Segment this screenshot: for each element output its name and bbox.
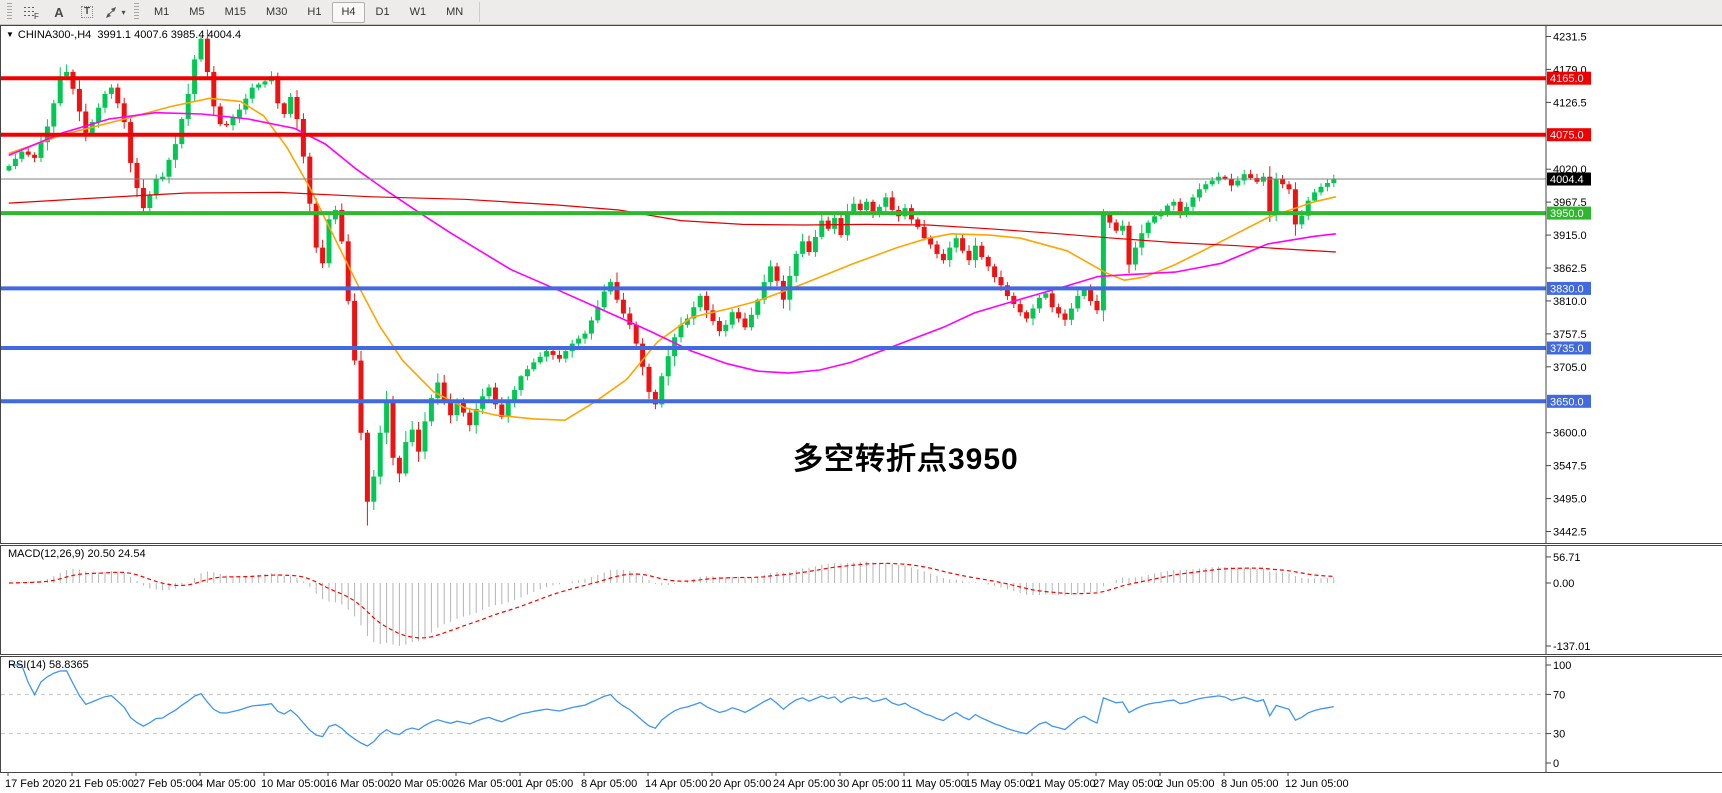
top-toolbar: F A T ▾ M1 M5 M15 M30 H1 H4 D1 W1 MN [0, 0, 1722, 25]
svg-text:3915.0: 3915.0 [1553, 230, 1587, 242]
candlestick-chart[interactable]: 4231.54179.04126.54020.03967.53915.03862… [1, 26, 1721, 543]
timeframe-w1-button[interactable]: W1 [409, 6, 427, 18]
time-axis-ticks: 17 Feb 2020 21 Feb 05:00 27 Feb 05:00 4 Mar… [5, 773, 1349, 790]
svg-text:14 Apr 05:00: 14 Apr 05:00 [645, 778, 707, 790]
svg-text:21 May 05:00: 21 May 05:00 [1029, 778, 1096, 790]
svg-text:8 Apr 05:00: 8 Apr 05:00 [581, 778, 637, 790]
svg-text:4 Mar 05:00: 4 Mar 05:00 [197, 778, 256, 790]
svg-text:10 Mar 05:00: 10 Mar 05:00 [261, 778, 326, 790]
macd-axis-labels: 56.71 0.00 -137.01 [1546, 552, 1590, 653]
svg-text:4004.4: 4004.4 [1550, 174, 1584, 186]
svg-text:56.71: 56.71 [1553, 552, 1581, 564]
svg-text:3830.0: 3830.0 [1550, 283, 1584, 295]
svg-text:16 Mar 05:00: 16 Mar 05:00 [325, 778, 390, 790]
macd-indicator-panel[interactable]: 56.71 0.00 -137.01 MACD(12,26,9) 20.50 24.… [0, 545, 1722, 655]
svg-text:2 Jun 05:00: 2 Jun 05:00 [1157, 778, 1215, 790]
svg-text:21 Feb 05:00: 21 Feb 05:00 [69, 778, 134, 790]
svg-text:3650.0: 3650.0 [1550, 396, 1584, 408]
ma-red-line [8, 191, 1336, 253]
svg-text:20 Apr 05:00: 20 Apr 05:00 [709, 778, 771, 790]
rsi-axis-labels: 100 70 30 0 [1546, 660, 1571, 770]
timeframe-h4-button[interactable]: H4 [332, 1, 365, 23]
svg-text:11 May 05:00: 11 May 05:00 [901, 778, 967, 790]
timeframe-mn-button[interactable]: MN [446, 6, 464, 18]
svg-text:4165.0: 4165.0 [1550, 73, 1584, 85]
svg-text:-137.01: -137.01 [1553, 641, 1590, 653]
svg-text:4075.0: 4075.0 [1550, 130, 1584, 142]
time-axis[interactable]: 17 Feb 2020 21 Feb 05:00 27 Feb 05:00 4 Mar… [0, 773, 1722, 792]
time-axis-labels: 17 Feb 2020 21 Feb 05:00 27 Feb 05:00 4 Mar… [5, 773, 1349, 790]
macd-histogram [14, 561, 1335, 646]
text-button[interactable]: A [46, 1, 72, 24]
timeframe-m30-button[interactable]: M30 [265, 6, 288, 18]
svg-text:26 Mar 05:00: 26 Mar 05:00 [453, 778, 518, 790]
ma-magenta-line [8, 111, 1336, 374]
svg-text:3810.0: 3810.0 [1553, 296, 1587, 308]
toolbar-grip[interactable] [134, 3, 139, 21]
svg-text:27 Feb 05:00: 27 Feb 05:00 [133, 778, 198, 790]
svg-text:1 Apr 05:00: 1 Apr 05:00 [517, 778, 573, 790]
svg-text:3600.0: 3600.0 [1553, 428, 1587, 440]
fibonacci-retracement-icon: F [23, 5, 40, 19]
timeframe-m5-button[interactable]: M5 [189, 6, 205, 18]
line-studies-toolgroup: F A T ▾ [17, 0, 129, 25]
toolbar-separator [479, 2, 481, 22]
svg-text:30 Apr 05:00: 30 Apr 05:00 [837, 778, 899, 790]
text-icon: A [54, 4, 64, 20]
svg-text:3950.0: 3950.0 [1550, 208, 1584, 220]
svg-text:4231.5: 4231.5 [1553, 32, 1587, 44]
main-chart-panel[interactable]: 4231.5 4179.0 4126.5 4020.0 3967.5 3915.0 3862… [0, 25, 1722, 544]
macd-chart[interactable]: 56.71 0.00 -137.01 [1, 546, 1721, 654]
arrows-button[interactable]: ▾ [102, 1, 128, 24]
svg-text:3705.0: 3705.0 [1553, 362, 1587, 374]
svg-text:100: 100 [1553, 660, 1571, 672]
macd-signal-line [8, 562, 1334, 639]
timeframe-d1-button[interactable]: D1 [375, 6, 390, 18]
svg-text:30: 30 [1553, 729, 1565, 741]
svg-text:3495.0: 3495.0 [1553, 494, 1587, 506]
svg-text:20 Mar 05:00: 20 Mar 05:00 [389, 778, 454, 790]
svg-text:3442.5: 3442.5 [1553, 527, 1587, 539]
svg-text:F: F [34, 12, 39, 19]
timeframe-h1-button[interactable]: H1 [307, 6, 322, 18]
svg-text:24 Apr 05:00: 24 Apr 05:00 [773, 778, 835, 790]
svg-text:15 May 05:00: 15 May 05:00 [965, 778, 1032, 790]
svg-text:3862.5: 3862.5 [1553, 263, 1587, 275]
svg-text:3757.5: 3757.5 [1553, 329, 1587, 341]
arrows-icon [104, 6, 119, 19]
text-label-button[interactable]: T [74, 1, 100, 24]
svg-text:12 Jun 05:00: 12 Jun 05:00 [1285, 778, 1349, 790]
timeframe-toolgroup: M1 M5 M15 M30 H1 H4 D1 W1 MN [144, 0, 473, 25]
rsi-line [9, 664, 1334, 747]
dropdown-caret-icon[interactable]: ▾ [121, 7, 126, 17]
svg-text:70: 70 [1553, 689, 1565, 701]
svg-text:4126.5: 4126.5 [1553, 97, 1587, 109]
svg-text:3967.5: 3967.5 [1553, 197, 1587, 209]
rsi-indicator-panel[interactable]: 100 70 30 0 RSI(14) 58.8365 [0, 656, 1722, 773]
timeframe-m1-button[interactable]: M1 [154, 6, 170, 18]
svg-text:0: 0 [1553, 758, 1559, 770]
toolbar-grip[interactable] [7, 3, 12, 21]
price-axis-labels: 4231.54179.04126.54020.03967.53915.03862… [1546, 32, 1591, 539]
svg-text:3547.5: 3547.5 [1553, 461, 1587, 473]
svg-text:17 Feb 2020: 17 Feb 2020 [5, 778, 67, 790]
svg-text:3735.0: 3735.0 [1550, 343, 1584, 355]
timeframe-m15-button[interactable]: M15 [224, 6, 246, 18]
ma-orange-line [8, 97, 1337, 422]
text-label-icon: T [80, 6, 94, 18]
svg-text:0.00: 0.00 [1553, 578, 1574, 590]
rsi-chart[interactable]: 100 70 30 0 [1, 657, 1721, 772]
fibonacci-retracement-button[interactable]: F [18, 1, 44, 24]
svg-text:8 Jun 05:00: 8 Jun 05:00 [1221, 778, 1279, 790]
svg-text:27 May 05:00: 27 May 05:00 [1093, 778, 1160, 790]
